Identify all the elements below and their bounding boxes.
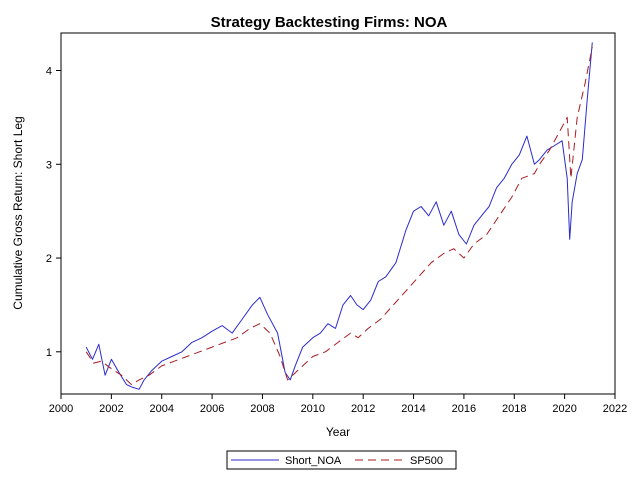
x-tick-label: 2010 bbox=[301, 403, 325, 415]
series-line-sp500 bbox=[85, 47, 593, 386]
y-axis-label: Cumulative Gross Return: Short Leg bbox=[11, 116, 25, 309]
x-tick-label: 2020 bbox=[552, 403, 576, 415]
x-tick-label: 2002 bbox=[99, 403, 123, 415]
legend: Short_NOA SP500 bbox=[226, 450, 457, 470]
y-tick-label: 4 bbox=[46, 66, 52, 78]
chart-title: Strategy Backtesting Firms: NOA bbox=[211, 14, 448, 31]
x-axis-label: Year bbox=[326, 425, 350, 439]
y-tick-label: 2 bbox=[46, 253, 52, 265]
x-tick-label: 2018 bbox=[502, 403, 526, 415]
legend-label-sp500: SP500 bbox=[410, 455, 443, 467]
plot-frame bbox=[60, 32, 616, 395]
x-tick-label: 2008 bbox=[250, 403, 274, 415]
x-tick-label: 2004 bbox=[149, 403, 173, 415]
x-axis: 2000 2002 2004 2006 2008 2010 2012 2014 2016 2018… bbox=[49, 394, 627, 415]
y-tick-label: 3 bbox=[46, 159, 52, 171]
x-tick-label: 2012 bbox=[351, 403, 375, 415]
x-tick-label: 2022 bbox=[603, 403, 627, 415]
legend-label-short-noa: Short_NOA bbox=[285, 455, 342, 467]
x-tick-label: 2014 bbox=[401, 403, 425, 415]
series-line-short-noa bbox=[85, 42, 593, 390]
x-tick-label: 2016 bbox=[452, 403, 476, 415]
x-tick-label: 2006 bbox=[200, 403, 224, 415]
series-layer bbox=[85, 42, 593, 390]
legend-box bbox=[226, 450, 457, 470]
y-axis: 1 2 3 4 bbox=[46, 66, 61, 359]
x-tick-label: 2000 bbox=[49, 403, 73, 415]
y-tick-label: 1 bbox=[46, 347, 52, 359]
